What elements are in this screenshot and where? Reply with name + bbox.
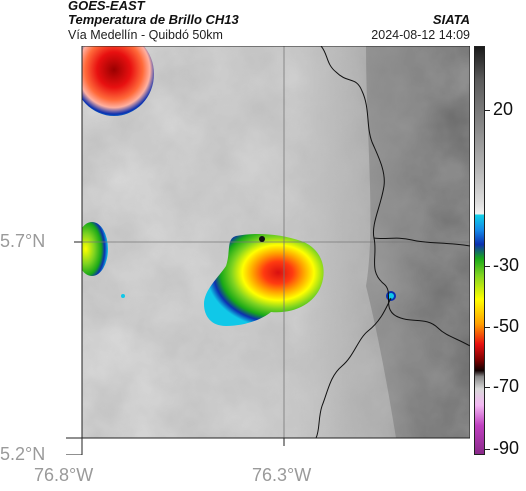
colorbar-label: -50 (493, 316, 520, 336)
storm-cell-left (82, 222, 108, 276)
colorbar-label: -30 (493, 255, 520, 275)
lon-label-76-8: 76.8°W (34, 465, 94, 485)
colorbar-tick (485, 449, 490, 450)
lat-label-5-2: 5.2°N (0, 444, 46, 464)
region-subtitle: Vía Medellín - Quibdó 50km (68, 28, 223, 42)
city-marker (259, 236, 265, 242)
colorbar-label: -70 (493, 376, 520, 396)
lat-label-5-7: 5.7°N (0, 231, 46, 251)
map-header: GOES-EAST Temperatura de Brillo CH13 Vía… (0, 0, 526, 44)
colorbar (474, 46, 485, 455)
storm-cell-center (204, 233, 324, 326)
storm-cell-top-left (82, 46, 154, 116)
department-boundary (320, 46, 470, 347)
colorbar-tick (485, 110, 490, 111)
colorbar-tick (485, 387, 490, 388)
colorbar-label: 20 (493, 99, 514, 119)
organization-label: SIATA (432, 12, 470, 27)
product-title: Temperatura de Brillo CH13 (68, 12, 239, 27)
colorbar-label: -90 (493, 438, 520, 458)
satellite-title: GOES-EAST (68, 0, 145, 13)
timestamp-label: 2024-08-12 14:09 (371, 28, 470, 42)
colorbar-tick (485, 327, 490, 328)
satellite-map (66, 46, 470, 455)
lon-label-76-3: 76.3°W (252, 465, 312, 485)
colorbar-tick (485, 266, 490, 267)
